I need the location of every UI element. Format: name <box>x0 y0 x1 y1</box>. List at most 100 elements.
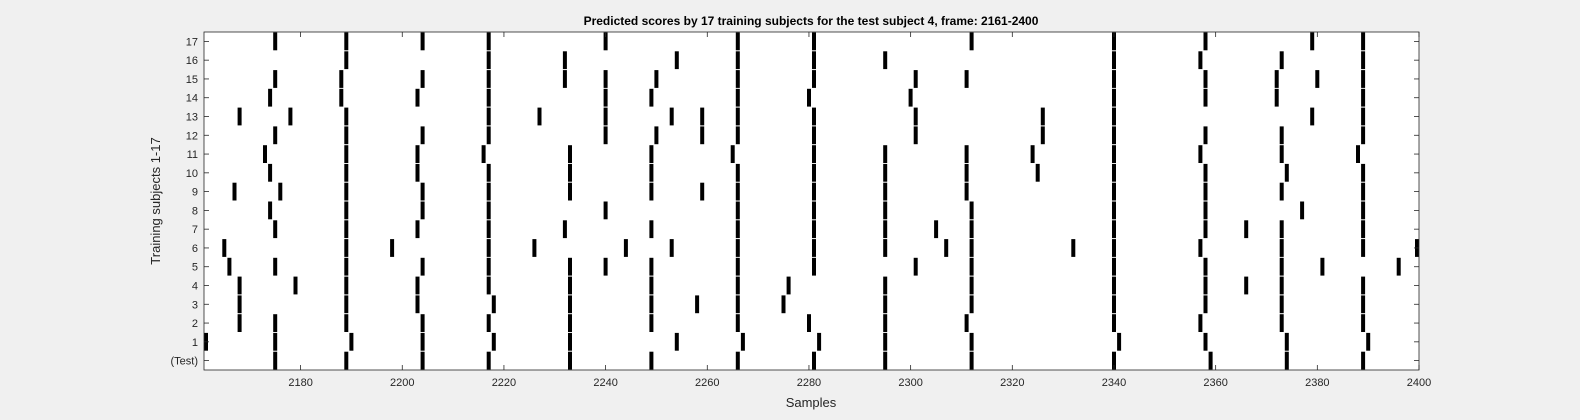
spike-mark <box>486 351 491 370</box>
spike-mark <box>1112 276 1116 295</box>
spike-mark <box>486 182 491 201</box>
spike-mark <box>603 201 608 220</box>
spike-mark <box>1361 107 1366 126</box>
spike-mark <box>964 163 969 182</box>
spike-mark <box>268 88 273 107</box>
spike-mark <box>812 32 816 51</box>
spike-mark <box>1040 126 1045 145</box>
spike-mark <box>969 351 974 370</box>
spike-mark <box>1203 182 1208 201</box>
spike-mark <box>491 295 496 314</box>
spike-mark <box>237 276 242 295</box>
spike-mark <box>1284 163 1289 182</box>
spike-mark <box>649 163 654 182</box>
spike-mark <box>969 257 974 276</box>
spike-mark <box>222 239 227 257</box>
spike-mark <box>735 51 740 70</box>
spike-mark <box>1284 332 1289 351</box>
spike-mark <box>486 70 491 88</box>
spike-mark <box>1112 351 1116 370</box>
spike-mark <box>1361 182 1366 201</box>
x-tick-label: 2200 <box>390 377 414 389</box>
spike-mark <box>273 70 278 88</box>
x-tick-label: 2240 <box>593 377 617 389</box>
spike-mark <box>964 314 969 332</box>
spike-mark <box>781 295 786 314</box>
spike-mark <box>944 239 949 257</box>
spike-mark <box>568 145 572 163</box>
spike-mark <box>1361 70 1366 88</box>
spike-mark <box>420 351 425 370</box>
spike-mark <box>969 295 974 314</box>
spike-mark <box>1112 126 1116 145</box>
spike-mark <box>1030 145 1035 163</box>
spike-mark <box>273 257 278 276</box>
spike-mark <box>532 239 537 257</box>
spike-mark <box>486 314 491 332</box>
y-tick-label: 13 <box>186 112 198 124</box>
spike-mark <box>883 295 888 314</box>
spike-mark <box>1203 126 1208 145</box>
spike-mark <box>812 163 816 182</box>
spike-mark <box>883 145 888 163</box>
spike-mark <box>1284 351 1289 370</box>
spike-mark <box>603 257 608 276</box>
spike-mark <box>1279 51 1284 70</box>
spike-mark <box>969 220 974 239</box>
x-axis-label: Samples <box>786 395 837 410</box>
spike-layer <box>204 32 1419 370</box>
spike-mark <box>1361 220 1366 239</box>
spike-mark <box>603 88 608 107</box>
y-axis: 17 16 15 14 13 12 11 10 9 8 7 6 5 4 3 2 1 (Test) <box>171 36 1419 368</box>
spike-mark <box>735 88 740 107</box>
spike-mark <box>1361 314 1366 332</box>
spike-mark <box>344 51 349 70</box>
spike-mark <box>1112 163 1116 182</box>
spike-mark <box>623 239 628 257</box>
y-tick-label: 9 <box>192 187 198 199</box>
spike-mark <box>1361 239 1366 257</box>
spike-mark <box>883 351 888 370</box>
spike-mark <box>1040 107 1045 126</box>
spike-mark <box>695 295 700 314</box>
spike-mark <box>486 201 491 220</box>
spike-mark <box>649 295 654 314</box>
x-tick-label: 2220 <box>492 377 516 389</box>
spike-mark <box>486 163 491 182</box>
spike-mark <box>807 88 811 107</box>
spike-mark <box>1112 314 1116 332</box>
spike-mark <box>349 332 354 351</box>
spike-mark <box>669 239 674 257</box>
spike-mark <box>1366 332 1371 351</box>
x-tick-label: 2400 <box>1407 377 1431 389</box>
spike-mark <box>1203 276 1208 295</box>
spike-mark <box>1112 201 1116 220</box>
spike-mark <box>568 257 572 276</box>
spike-mark <box>1279 295 1284 314</box>
spike-mark <box>964 70 969 88</box>
spike-mark <box>913 107 918 126</box>
spike-mark <box>1361 201 1366 220</box>
spike-mark <box>537 107 542 126</box>
spike-mark <box>812 182 816 201</box>
spike-mark <box>649 257 654 276</box>
spike-mark <box>649 314 654 332</box>
spike-mark <box>339 70 344 88</box>
spike-mark <box>1361 32 1366 51</box>
spike-mark <box>237 107 242 126</box>
spike-mark <box>390 239 395 257</box>
spike-mark <box>735 182 740 201</box>
spike-mark <box>1203 32 1208 51</box>
spike-mark <box>883 276 888 295</box>
spike-mark <box>491 332 496 351</box>
spike-mark <box>883 182 888 201</box>
plot-frame <box>203 31 1420 371</box>
spike-mark <box>740 332 745 351</box>
spike-mark <box>807 314 811 332</box>
spike-mark <box>603 107 608 126</box>
y-tick-label: 7 <box>192 224 198 236</box>
spike-mark <box>1071 239 1076 257</box>
spike-mark <box>486 239 491 257</box>
spike-mark <box>964 145 969 163</box>
